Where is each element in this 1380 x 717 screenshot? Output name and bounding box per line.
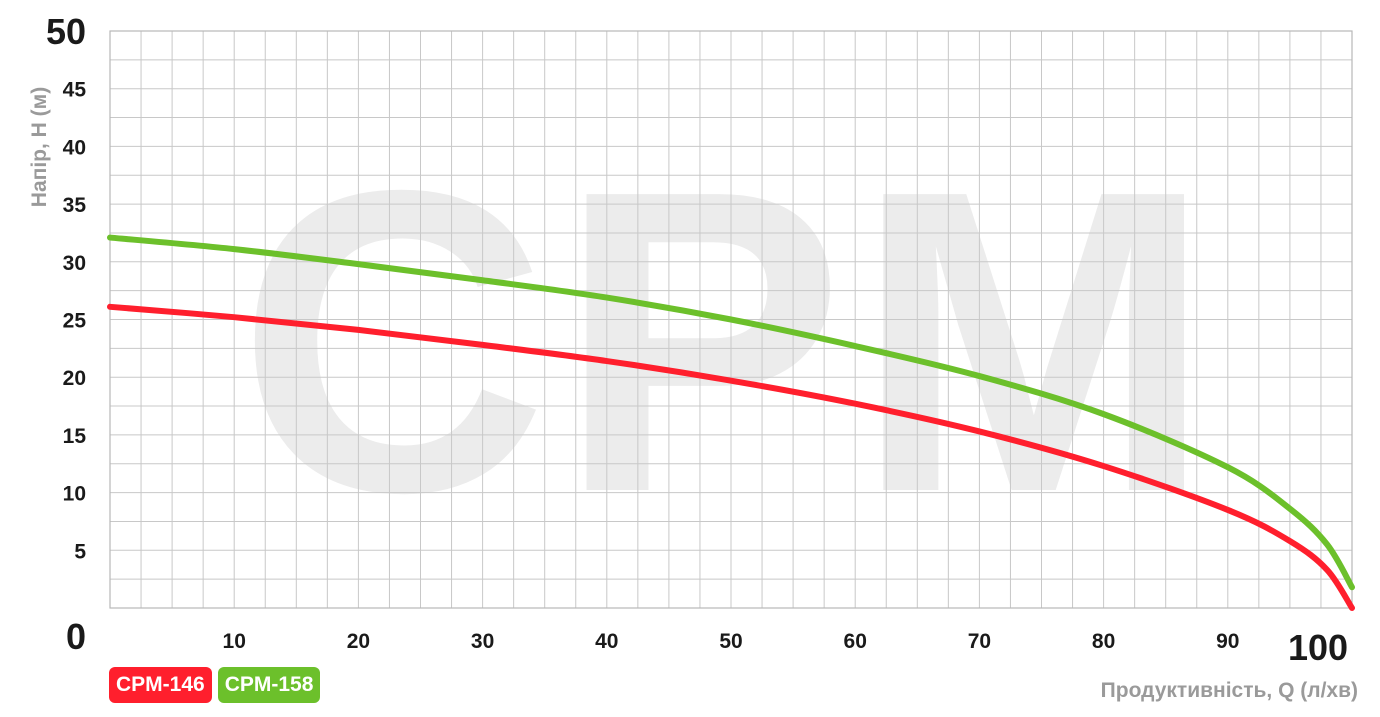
x-tick-label: 30 xyxy=(471,630,494,653)
y-tick-label: 25 xyxy=(63,310,87,333)
y-tick-label: 40 xyxy=(63,136,86,159)
x-tick-label: 20 xyxy=(347,630,370,653)
x-tick-label: 100 xyxy=(1288,627,1348,668)
x-tick-label: 50 xyxy=(719,630,742,653)
y-axis-title: Напір, H (м) xyxy=(28,87,51,207)
x-axis-title: Продуктивність, Q (л/хв) xyxy=(1101,679,1358,702)
y-tick-label: 20 xyxy=(63,367,86,390)
series-line-cpm-146 xyxy=(107,303,1355,611)
y-tick-label: 45 xyxy=(63,79,87,102)
x-tick-label: 60 xyxy=(844,630,867,653)
y-tick-label: 35 xyxy=(63,194,87,217)
legend: CPM-146 CPM-158 xyxy=(109,667,321,703)
x-tick-label: 0 xyxy=(66,616,86,657)
y-tick-label: 10 xyxy=(63,483,86,506)
x-tick-label: 90 xyxy=(1216,630,1239,653)
x-tick-label: 80 xyxy=(1092,630,1115,653)
y-tick-label: 30 xyxy=(63,252,86,275)
legend-item-cpm-158: CPM-158 xyxy=(217,667,321,703)
plot-frame xyxy=(109,30,1353,609)
x-tick-label: 10 xyxy=(223,630,246,653)
y-tick-label: 5 xyxy=(74,540,86,563)
legend-item-cpm-146: CPM-146 xyxy=(109,667,212,703)
y-tick-label: 15 xyxy=(63,425,87,448)
x-tick-label: 40 xyxy=(595,630,618,653)
watermark-text: CPM xyxy=(237,102,1223,582)
x-tick-label: 70 xyxy=(968,630,991,653)
y-tick-label: 50 xyxy=(46,11,86,52)
series-line-cpm-158 xyxy=(107,234,1355,591)
